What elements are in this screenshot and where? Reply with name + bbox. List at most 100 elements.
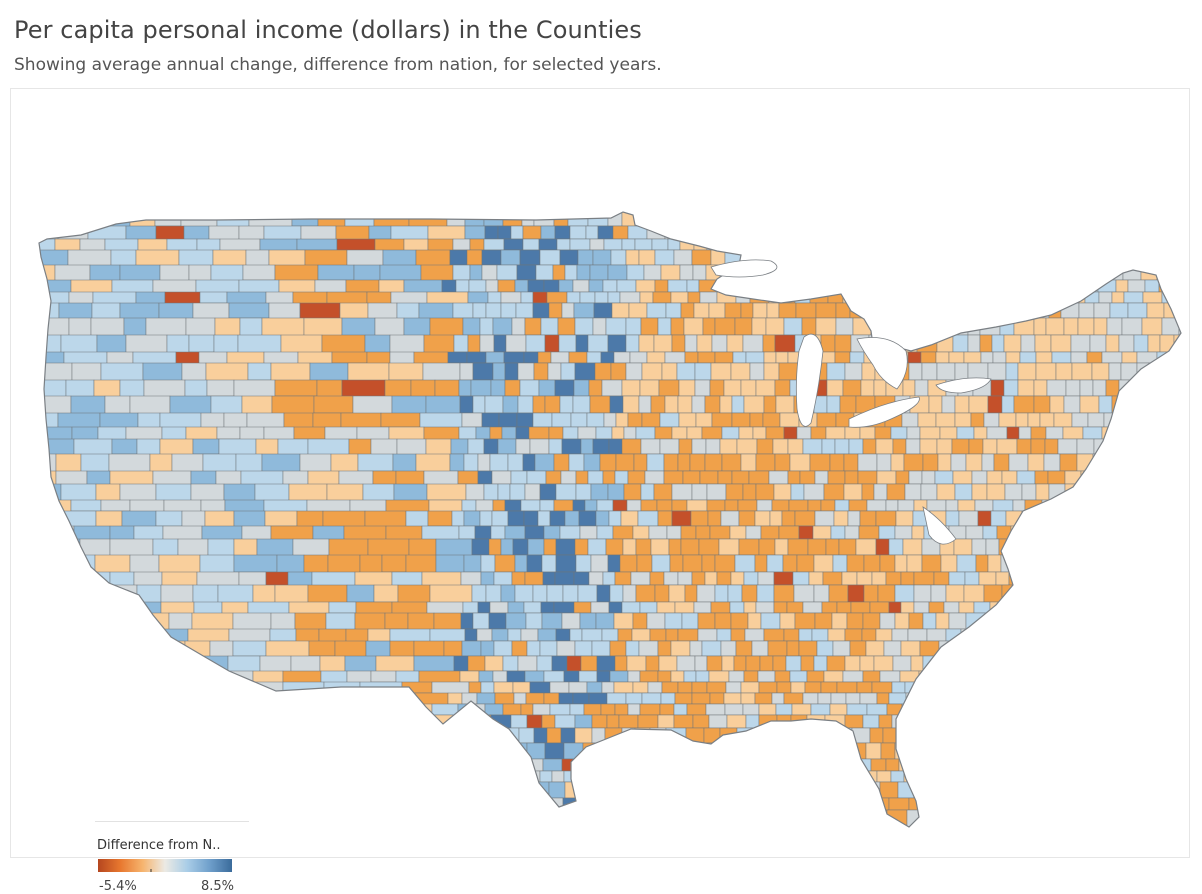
county-cell[interactable] bbox=[769, 809, 784, 827]
county-cell[interactable] bbox=[1057, 640, 1075, 657]
county-cell[interactable] bbox=[911, 525, 925, 540]
county-cell[interactable] bbox=[661, 681, 679, 694]
county-cell[interactable] bbox=[1062, 758, 1077, 772]
county-cell[interactable] bbox=[63, 758, 102, 777]
county-cell[interactable] bbox=[859, 510, 877, 527]
county-cell[interactable] bbox=[1045, 797, 1060, 811]
county-choropleth-map[interactable] bbox=[11, 89, 1191, 859]
county-cell[interactable] bbox=[740, 809, 759, 827]
county-cell[interactable] bbox=[31, 628, 58, 644]
county-cell[interactable] bbox=[677, 453, 691, 472]
county-cell[interactable] bbox=[699, 291, 718, 304]
county-cell[interactable] bbox=[714, 317, 736, 336]
county-cell[interactable] bbox=[265, 781, 309, 802]
county-cell[interactable] bbox=[413, 640, 445, 657]
county-cell[interactable] bbox=[1080, 249, 1099, 266]
county-cell[interactable] bbox=[673, 703, 688, 716]
county-cell[interactable] bbox=[378, 714, 404, 730]
county-cell[interactable] bbox=[895, 510, 914, 527]
county-cell[interactable] bbox=[849, 826, 864, 840]
county-cell[interactable] bbox=[758, 681, 778, 694]
county-cell[interactable] bbox=[1098, 395, 1113, 414]
county-cell[interactable] bbox=[804, 770, 819, 783]
county-cell[interactable] bbox=[1024, 692, 1042, 705]
county-cell[interactable] bbox=[711, 334, 728, 353]
county-cell[interactable] bbox=[1026, 727, 1043, 744]
county-cell[interactable] bbox=[625, 249, 640, 266]
county-cell[interactable] bbox=[1066, 525, 1088, 540]
county-cell[interactable] bbox=[987, 362, 1007, 381]
county-cell[interactable] bbox=[646, 351, 666, 364]
county-cell[interactable] bbox=[559, 395, 574, 414]
county-cell[interactable] bbox=[268, 302, 301, 320]
county-cell[interactable] bbox=[847, 840, 861, 851]
county-cell[interactable] bbox=[995, 571, 1010, 586]
county-cell[interactable] bbox=[653, 483, 673, 501]
county-cell[interactable] bbox=[1034, 809, 1054, 827]
county-cell[interactable] bbox=[1138, 714, 1159, 729]
county-cell[interactable] bbox=[614, 470, 629, 485]
county-cell[interactable] bbox=[687, 291, 701, 304]
county-cell[interactable] bbox=[727, 584, 743, 603]
county-cell[interactable] bbox=[288, 483, 328, 503]
county-cell[interactable] bbox=[489, 840, 508, 851]
county-cell[interactable] bbox=[648, 840, 667, 851]
county-cell[interactable] bbox=[883, 640, 902, 657]
county-cell[interactable] bbox=[786, 640, 800, 657]
county-cell[interactable] bbox=[601, 379, 623, 397]
county-cell[interactable] bbox=[633, 453, 648, 472]
county-cell[interactable] bbox=[955, 797, 972, 811]
county-cell[interactable] bbox=[756, 499, 773, 512]
county-cell[interactable] bbox=[877, 249, 892, 266]
county-cell[interactable] bbox=[842, 670, 864, 683]
county-cell[interactable] bbox=[1157, 628, 1173, 642]
county-cell[interactable] bbox=[487, 291, 502, 304]
county-cell[interactable] bbox=[719, 742, 740, 760]
county-cell[interactable] bbox=[1160, 601, 1179, 614]
county-cell[interactable] bbox=[514, 797, 534, 811]
county-cell[interactable] bbox=[460, 714, 478, 729]
county-cell[interactable] bbox=[669, 797, 687, 811]
county-cell[interactable] bbox=[998, 612, 1012, 630]
county-cell[interactable] bbox=[608, 510, 622, 527]
county-cell[interactable] bbox=[775, 351, 789, 364]
county-cell[interactable] bbox=[493, 334, 507, 353]
county-cell[interactable] bbox=[68, 612, 95, 635]
county-cell[interactable] bbox=[569, 225, 587, 240]
county-cell[interactable] bbox=[218, 809, 262, 829]
county-cell[interactable] bbox=[396, 809, 435, 836]
county-cell[interactable] bbox=[569, 238, 591, 251]
county-cell[interactable] bbox=[533, 727, 548, 744]
county-cell[interactable] bbox=[1107, 470, 1128, 485]
county-cell[interactable] bbox=[971, 483, 988, 501]
county-cell[interactable] bbox=[527, 538, 545, 556]
county-cell[interactable] bbox=[58, 302, 93, 320]
county-cell[interactable] bbox=[933, 826, 953, 840]
county-cell[interactable] bbox=[293, 426, 326, 440]
county-cell[interactable] bbox=[589, 238, 605, 251]
county-cell[interactable] bbox=[415, 453, 451, 473]
county-cell[interactable] bbox=[1189, 413, 1191, 427]
county-cell[interactable] bbox=[359, 681, 403, 700]
county-cell[interactable] bbox=[398, 703, 433, 719]
county-cell[interactable] bbox=[1003, 655, 1019, 672]
county-cell[interactable] bbox=[1010, 758, 1030, 772]
county-cell[interactable] bbox=[470, 781, 485, 799]
county-cell[interactable] bbox=[442, 781, 460, 799]
county-cell[interactable] bbox=[62, 692, 99, 709]
county-cell[interactable] bbox=[93, 612, 117, 637]
county-cell[interactable] bbox=[988, 770, 1009, 783]
county-cell[interactable] bbox=[993, 453, 1010, 472]
county-cell[interactable] bbox=[433, 809, 475, 834]
county-cell[interactable] bbox=[233, 554, 278, 573]
county-cell[interactable] bbox=[470, 840, 489, 851]
county-cell[interactable] bbox=[953, 238, 971, 251]
county-cell[interactable] bbox=[877, 584, 896, 603]
county-cell[interactable] bbox=[1111, 291, 1125, 304]
county-cell[interactable] bbox=[846, 612, 864, 630]
county-cell[interactable] bbox=[285, 742, 314, 766]
county-cell[interactable] bbox=[621, 379, 641, 397]
county-cell[interactable] bbox=[168, 670, 202, 685]
county-cell[interactable] bbox=[414, 797, 447, 815]
county-cell[interactable] bbox=[756, 209, 771, 227]
